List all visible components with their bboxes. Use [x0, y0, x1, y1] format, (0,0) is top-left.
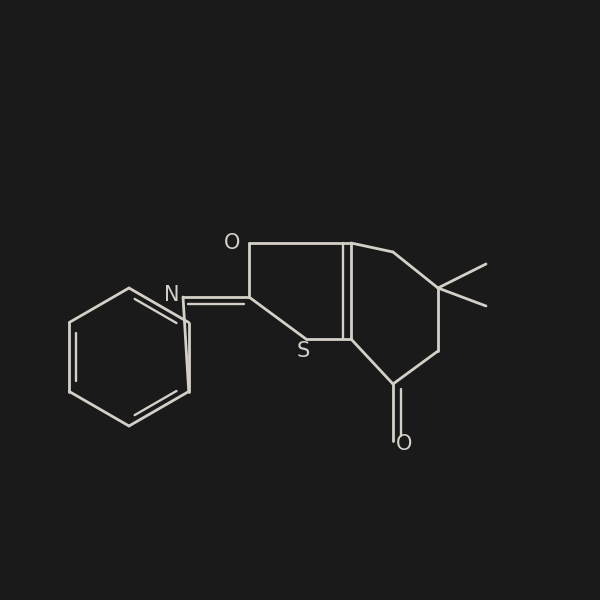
Text: O: O	[395, 434, 412, 454]
Text: S: S	[297, 341, 310, 361]
Text: O: O	[224, 233, 241, 253]
Text: N: N	[164, 285, 180, 305]
